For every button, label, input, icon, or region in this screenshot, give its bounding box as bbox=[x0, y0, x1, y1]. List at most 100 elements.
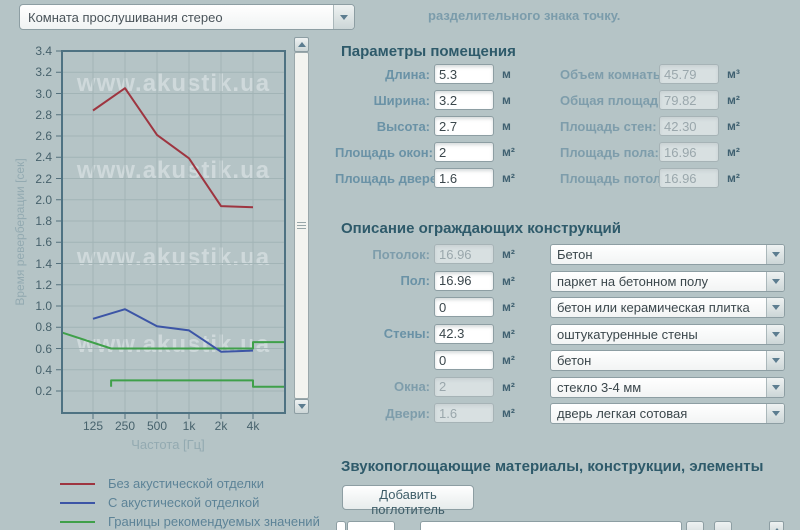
x-axis-title: Частота [Гц] bbox=[131, 437, 205, 452]
field-label: Площадь дверей: bbox=[335, 170, 450, 186]
field-label: Объем комнаты: bbox=[560, 66, 669, 82]
material-select-value: оштукатуренные стены bbox=[557, 326, 698, 342]
field-label: Площадь потолка: bbox=[560, 170, 680, 186]
scrollbar-thumb[interactable] bbox=[294, 52, 309, 399]
material-select[interactable]: оштукатуренные стены bbox=[550, 323, 785, 345]
field-label: Стены: bbox=[383, 326, 430, 342]
chevron-up-icon bbox=[772, 528, 781, 530]
chevron-down-icon bbox=[771, 278, 780, 284]
unit-label: м² bbox=[502, 326, 515, 341]
legend-item: Без акустической отделки bbox=[60, 474, 320, 493]
y-tick-label: 1.8 bbox=[35, 214, 52, 228]
absorber-area-input-partial[interactable] bbox=[347, 521, 395, 530]
absorber-row-partial-cell bbox=[336, 521, 346, 530]
y-tick-label: 2.4 bbox=[35, 150, 52, 165]
room-param-row: Площадь потолка: м² bbox=[560, 165, 740, 191]
watermark-text: www.akustik.ua bbox=[76, 244, 271, 271]
chevron-down-icon bbox=[771, 384, 780, 390]
room-param-row: Высота: м bbox=[335, 113, 515, 139]
chevron-down-icon bbox=[340, 14, 348, 20]
x-tick-label: 1k bbox=[182, 419, 196, 433]
unit-label: м bbox=[502, 67, 511, 81]
material-select-value: бетон или керамическая плитка bbox=[557, 300, 750, 315]
unit-label: м² bbox=[502, 353, 515, 368]
material-select[interactable]: паркет на бетонном полу bbox=[550, 270, 785, 292]
dropdown-arrow-button[interactable] bbox=[766, 245, 784, 264]
unit-label: м bbox=[502, 93, 511, 107]
field-label: Площадь окон: bbox=[335, 144, 433, 160]
dropdown-arrow-button[interactable] bbox=[766, 271, 784, 291]
material-select[interactable]: Бетон bbox=[550, 244, 785, 265]
construction-row: м² бетон bbox=[335, 347, 785, 374]
param-input bbox=[659, 90, 719, 110]
param-input bbox=[659, 142, 719, 162]
room-type-dropdown-button[interactable] bbox=[333, 5, 354, 29]
scroll-down-button[interactable] bbox=[294, 399, 309, 414]
chevron-up-icon bbox=[297, 42, 306, 47]
watermark-text: www.akustik.ua bbox=[76, 157, 271, 184]
room-type-select[interactable]: Комната прослушивания стерео bbox=[19, 4, 355, 30]
construction-row: Пол: м² паркет на бетонном полу bbox=[335, 268, 785, 295]
dropdown-arrow-button[interactable] bbox=[766, 298, 784, 317]
scroll-up-button[interactable] bbox=[294, 37, 309, 52]
chart-scrollbar[interactable] bbox=[294, 37, 309, 414]
material-select-value: бетон bbox=[557, 353, 592, 368]
construction-row: м² бетон или керамическая плитка bbox=[335, 294, 785, 321]
dropdown-arrow-button[interactable] bbox=[766, 324, 784, 344]
unit-label: м² bbox=[727, 93, 740, 107]
area-input[interactable] bbox=[434, 270, 494, 291]
absorber-material-select-partial[interactable] bbox=[420, 521, 682, 530]
material-select[interactable]: бетон или керамическая плитка bbox=[550, 297, 785, 318]
area-input[interactable] bbox=[434, 323, 494, 344]
absorber-row-button-partial[interactable] bbox=[686, 521, 704, 530]
y-tick-label: 2.0 bbox=[35, 192, 52, 207]
material-select[interactable]: стекло 3-4 мм bbox=[550, 376, 785, 398]
absorber-row-button-partial[interactable] bbox=[714, 521, 732, 530]
y-tick-label: 0.8 bbox=[35, 320, 52, 335]
param-input[interactable] bbox=[434, 142, 494, 162]
construction-row: Стены: м² оштукатуренные стены bbox=[335, 321, 785, 348]
material-select-value: Бетон bbox=[557, 247, 593, 262]
param-input[interactable] bbox=[434, 116, 494, 136]
y-tick-label: 3.2 bbox=[35, 65, 52, 80]
section-title-absorbers: Звукопоглощающие материалы, конструкции,… bbox=[341, 458, 764, 475]
area-input bbox=[434, 244, 494, 265]
legend-item: Границы рекомендуемых значений bbox=[60, 512, 320, 530]
y-tick-label: 3.4 bbox=[35, 44, 52, 58]
x-tick-label: 4k bbox=[246, 419, 260, 433]
add-absorber-button[interactable]: Добавить поглотитель bbox=[342, 485, 474, 517]
dropdown-arrow-button[interactable] bbox=[766, 351, 784, 370]
unit-label: м³ bbox=[727, 67, 740, 81]
y-tick-label: 2.6 bbox=[35, 129, 52, 143]
area-input[interactable] bbox=[434, 350, 494, 371]
reverberation-time-chart bbox=[56, 50, 286, 419]
material-select-value: паркет на бетонном полу bbox=[557, 273, 709, 289]
unit-label: м² bbox=[502, 379, 515, 394]
param-input[interactable] bbox=[434, 168, 494, 188]
absorber-list-scroll-up-button[interactable] bbox=[769, 521, 784, 530]
chevron-down-icon bbox=[771, 252, 780, 257]
grip-icon bbox=[297, 225, 306, 226]
unit-label: м² bbox=[502, 273, 515, 288]
x-tick-label: 250 bbox=[114, 419, 136, 433]
area-input bbox=[434, 403, 494, 424]
y-tick-label: 2.8 bbox=[35, 107, 52, 122]
param-input[interactable] bbox=[434, 90, 494, 110]
instruction-note: разделительного знака точку. bbox=[428, 8, 621, 23]
y-tick-label: 0.4 bbox=[35, 362, 52, 377]
area-input[interactable] bbox=[434, 297, 494, 318]
unit-label: м² bbox=[502, 406, 515, 421]
field-label: Площадь пола: bbox=[560, 144, 659, 160]
chevron-down-icon bbox=[771, 305, 780, 310]
material-select[interactable]: бетон bbox=[550, 350, 785, 371]
dropdown-arrow-button[interactable] bbox=[766, 377, 784, 397]
param-input[interactable] bbox=[434, 64, 494, 84]
unit-label: м² bbox=[727, 171, 740, 185]
room-param-row: Объем комнаты: м³ bbox=[560, 61, 740, 87]
material-select[interactable]: дверь легкая сотовая bbox=[550, 403, 785, 424]
dropdown-arrow-button[interactable] bbox=[766, 404, 784, 423]
field-label: Потолок: bbox=[372, 246, 430, 262]
field-label: Пол: bbox=[400, 273, 430, 289]
room-type-selected-value: Комната прослушивания стерео bbox=[28, 9, 223, 25]
